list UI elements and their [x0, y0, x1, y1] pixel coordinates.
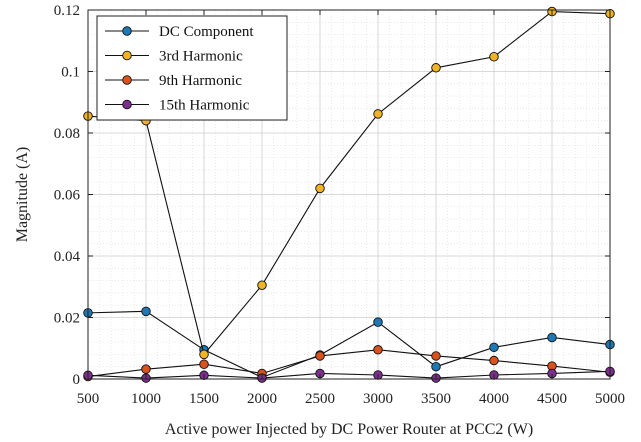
- data-point: [489, 355, 499, 366]
- data-point: [199, 359, 209, 369]
- series-15th-harmonic: [83, 366, 615, 383]
- legend-marker: [122, 99, 132, 110]
- legend-label: 3rd Harmonic: [159, 49, 243, 65]
- grid: [87, 9, 611, 380]
- y-tick-label: 0.12: [54, 3, 80, 19]
- data-point: [489, 51, 499, 62]
- y-tick-label: 0.06: [54, 188, 81, 204]
- data-point: [199, 349, 209, 360]
- data-point: [373, 109, 383, 119]
- x-tick-label: 2000: [247, 391, 277, 407]
- legend: DC Component 3rd Harmonic 9th Harmonic 15th…: [96, 15, 288, 121]
- x-tick-label: 1000: [131, 391, 161, 407]
- y-tick-label: 0.02: [54, 311, 80, 327]
- y-tick-label: 0.08: [54, 126, 80, 142]
- x-tick-label: 3000: [363, 391, 393, 407]
- x-tick-label: 3500: [421, 391, 451, 407]
- data-point: [257, 280, 267, 290]
- series-9th-harmonic: [83, 345, 615, 382]
- data-point: [431, 361, 441, 372]
- data-point: [431, 351, 441, 361]
- y-tick-label: 0: [73, 372, 81, 388]
- legend-label: 9th Harmonic: [159, 73, 242, 89]
- y-tick-label: 0.04: [54, 249, 81, 265]
- legend-marker: [122, 75, 132, 85]
- legend-marker: [122, 50, 132, 61]
- ticks: 500 1000 1500 2000 2500 3000 3500 4000 4500 5000 0…: [54, 3, 625, 407]
- series-layer: [83, 6, 615, 383]
- data-point: [547, 332, 557, 343]
- data-point: [489, 342, 499, 353]
- data-point: [315, 351, 325, 361]
- series-line: [87, 370, 611, 379]
- legend-label: 15th Harmonic: [159, 98, 250, 114]
- x-tick-label: 4000: [479, 391, 509, 407]
- data-point: [141, 306, 151, 317]
- y-axis-label: Magnitude (A): [14, 147, 31, 243]
- x-tick-label: 5000: [595, 391, 625, 407]
- data-point: [141, 364, 151, 374]
- data-point: [315, 183, 325, 194]
- series-line: [87, 310, 611, 379]
- series-line: [87, 349, 611, 378]
- x-tick-label: 500: [77, 391, 100, 407]
- data-point: [431, 63, 441, 73]
- y-tick-label: 0.1: [61, 65, 80, 81]
- data-point: [373, 345, 383, 355]
- x-tick-label: 1500: [189, 391, 219, 407]
- x-axis-label: Active power Injected by DC Power Router…: [165, 421, 533, 438]
- legend-label: DC Component: [159, 24, 254, 40]
- data-point: [373, 317, 383, 327]
- legend-marker: [122, 26, 132, 36]
- series-line: [87, 10, 611, 356]
- series-dc-component: [83, 306, 615, 383]
- x-tick-label: 4500: [537, 391, 567, 407]
- x-tick-label: 2500: [305, 391, 335, 407]
